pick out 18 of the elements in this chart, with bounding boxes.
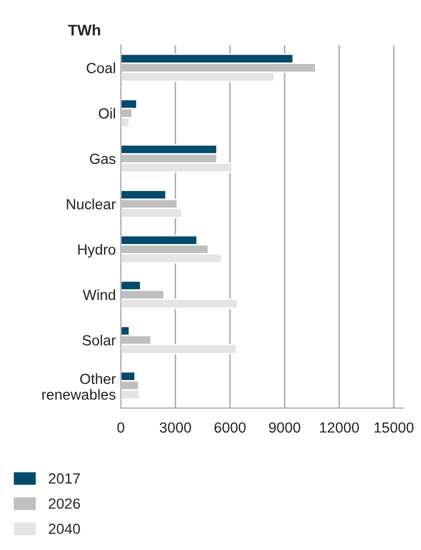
x-tick-label: 12000 (320, 422, 359, 433)
y-axis-title: TWh (68, 24, 100, 36)
x-tick-label: 15000 (374, 422, 414, 433)
x-tick-label: 9000 (269, 422, 300, 433)
y-tick-label: Solar (82, 334, 116, 346)
y-tick-label: Hydro (78, 244, 116, 258)
y-tick-label: Other renewables (42, 373, 116, 400)
y-tick-label: Nuclear (66, 198, 116, 210)
y-tick-label: Gas (90, 154, 116, 164)
x-tick-label: 6000 (214, 422, 246, 433)
legend-label: 2017 (48, 473, 80, 484)
x-tick-label: 0 (117, 422, 124, 433)
y-tick-label: Oil (98, 108, 115, 119)
legend-label: 2040 (48, 524, 80, 534)
x-tick-label: 3000 (160, 422, 192, 433)
y-tick-label: Coal (86, 62, 115, 74)
legend-label: 2026 (48, 498, 80, 509)
y-tick-label: Wind (82, 289, 116, 300)
